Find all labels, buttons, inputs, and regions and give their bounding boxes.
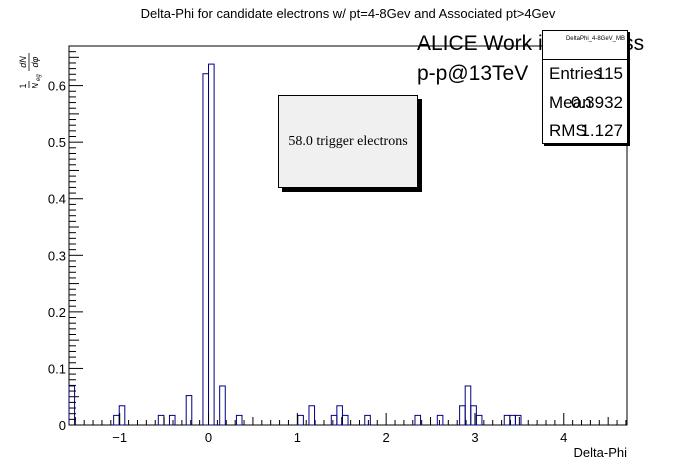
stats-mean-label: Mean xyxy=(549,93,592,112)
histogram-bin-17 xyxy=(436,414,444,426)
collision-label: p-p@13TeV xyxy=(417,62,529,85)
stats-box: DeltaPhi_4-8GeV_MB Entries 115 Mean 0.39… xyxy=(542,30,628,144)
y-tick-label-6: 0.6 xyxy=(48,79,66,94)
y-label-neg: N xyxy=(31,83,40,88)
stats-rms-label: RMS xyxy=(549,121,587,140)
histogram-bin-21 xyxy=(475,414,483,426)
x-tick-label-5: 4 xyxy=(560,430,567,445)
x-axis-label: Delta-Phi xyxy=(574,445,628,460)
histogram-bin-12 xyxy=(330,414,338,426)
histogram-bin-3 xyxy=(157,414,165,426)
y-tick-label-1: 0.1 xyxy=(48,361,66,376)
y-label-eg: eg xyxy=(36,74,42,81)
histogram-bin-11 xyxy=(308,405,316,426)
histogram-bin-4 xyxy=(168,414,176,426)
histogram-bin-20 xyxy=(470,405,477,426)
y-label-one: 1 xyxy=(18,83,28,88)
stats-entries-label: Entries xyxy=(549,64,602,83)
histogram-bin-7 xyxy=(208,63,215,426)
histogram-bin-19 xyxy=(464,385,472,426)
y-tick-label-0: 0 xyxy=(59,418,66,433)
stats-entries-value: 115 xyxy=(595,64,623,83)
histogram-bin-18 xyxy=(459,405,466,426)
stats-rms-value: 1.127 xyxy=(580,121,623,140)
histogram-bin-8 xyxy=(219,385,226,426)
y-tick-label-4: 0.4 xyxy=(48,192,66,207)
y-tick-label-3: 0.3 xyxy=(48,248,66,263)
y-tick-label-2: 0.2 xyxy=(48,305,66,320)
histogram-bin-22 xyxy=(503,414,511,426)
histogram-bin-1 xyxy=(113,414,120,426)
histogram-bin-10 xyxy=(297,414,304,426)
stats-divider xyxy=(543,59,627,60)
stats-histogram-name: DeltaPhi_4-8GeV_MB xyxy=(565,36,625,42)
x-tick-label-4: 3 xyxy=(471,430,478,445)
histogram-bin-16 xyxy=(414,414,422,426)
x-tick-label-2: 1 xyxy=(294,430,301,445)
histogram-bin-6 xyxy=(202,73,210,426)
y-label-dphi: dφ xyxy=(30,56,40,67)
histogram-bin-14 xyxy=(341,414,349,426)
histogram-bin-15 xyxy=(364,414,371,426)
histogram-bin-9 xyxy=(235,414,243,426)
y-label-dn: dN xyxy=(18,56,28,68)
y-tick-label-5: 0.5 xyxy=(48,135,66,150)
histogram-bin-5 xyxy=(185,395,193,426)
trigger-count-box: 58.0 trigger electrons xyxy=(278,95,418,188)
x-tick-label-0: −1 xyxy=(112,430,127,445)
chart-title: Delta-Phi for candidate electrons w/ pt=… xyxy=(140,6,556,21)
trigger-count-label: 58.0 trigger electrons xyxy=(288,133,408,149)
x-tick-label-3: 2 xyxy=(383,430,390,445)
x-tick-label-1: 0 xyxy=(205,430,212,445)
stats-mean-value: 0.3932 xyxy=(571,93,623,112)
histogram-bin-24 xyxy=(514,414,522,426)
y-axis-label: 1 N eg dN dφ xyxy=(18,53,42,88)
